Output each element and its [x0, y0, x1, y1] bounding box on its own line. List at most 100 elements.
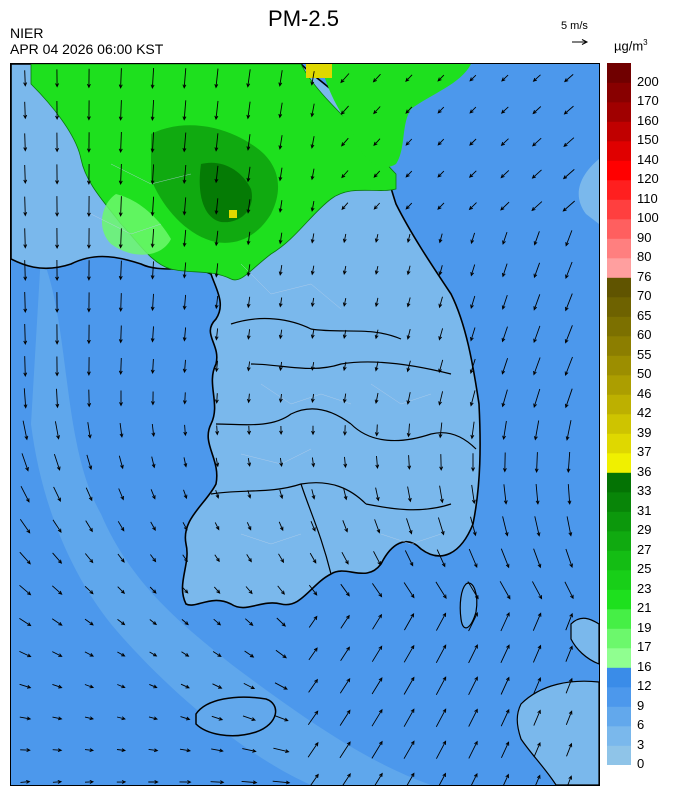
legend-label: 200 — [637, 73, 659, 89]
wind-arrow-icon — [404, 613, 415, 631]
wind-arrow-icon — [23, 260, 28, 281]
wind-arrow-icon — [437, 106, 445, 114]
wind-arrow-icon — [533, 262, 541, 279]
wind-arrow-icon — [85, 487, 93, 502]
wind-arrow-icon — [246, 101, 251, 120]
wind-arrow-icon — [118, 325, 123, 344]
county-boundaries — [90, 163, 442, 545]
pm25-map[interactable] — [10, 63, 600, 786]
wind-arrow-icon — [52, 585, 63, 595]
wind-arrow-icon — [214, 230, 219, 247]
wind-arrow-icon — [278, 70, 283, 87]
wind-arrow-icon — [84, 684, 95, 689]
wind-arrow-icon — [341, 170, 349, 179]
wind-arrow-icon — [23, 323, 28, 346]
wind-arrow-icon — [118, 100, 123, 121]
wind-arrow-icon — [150, 67, 155, 90]
wind-arrow-icon — [182, 229, 187, 248]
wind-arrow-icon — [500, 741, 510, 758]
wind-arrow-icon — [437, 170, 445, 178]
wind-arrow-icon — [339, 677, 351, 694]
wind-arrow-icon — [533, 741, 541, 758]
wind-arrow-icon — [311, 425, 315, 436]
wind-arrow-icon — [308, 615, 318, 628]
wind-arrow-icon — [438, 233, 443, 244]
wind-arrow-icon — [403, 582, 415, 599]
wind-arrow-icon — [340, 105, 349, 115]
wind-arrow-icon — [179, 748, 192, 753]
wind-arrow-icon — [279, 457, 284, 468]
wind-arrow-icon — [565, 612, 573, 631]
japan-kyushu-coast — [516, 680, 599, 785]
wind-arrow-icon — [439, 454, 444, 471]
wind-arrow-icon — [371, 740, 383, 759]
wind-arrow-icon — [437, 517, 445, 536]
wind-arrow-icon — [246, 554, 252, 563]
wind-arrow-icon — [119, 390, 123, 407]
legend-swatch — [607, 316, 631, 337]
wind-arrow-icon — [468, 644, 478, 664]
legend-label: 17 — [637, 639, 652, 654]
wind-arrow-icon — [183, 489, 188, 500]
legend-label: 65 — [637, 307, 652, 323]
japan-east-coast — [570, 617, 599, 665]
wind-arrow-icon — [373, 551, 381, 566]
legend-label: 27 — [637, 541, 652, 557]
wind-arrow-icon — [182, 522, 188, 531]
wind-arrow-icon — [182, 327, 187, 342]
wind-arrow-icon — [212, 651, 222, 658]
wind-arrow-icon — [470, 264, 476, 277]
wind-arrow-icon — [469, 106, 477, 114]
wind-arrow-icon — [563, 105, 574, 115]
wind-arrow-icon — [118, 488, 124, 501]
wind-arrow-icon — [565, 420, 572, 441]
wind-arrow-icon — [182, 100, 187, 121]
wind-arrow-icon — [23, 388, 28, 409]
legend-swatch — [607, 102, 631, 122]
wind-arrow-icon — [562, 200, 575, 212]
wind-arrow-icon — [500, 644, 510, 663]
wind-arrow-icon — [23, 291, 28, 314]
legend-swatch — [607, 453, 631, 473]
wind-arrow-icon — [501, 294, 508, 310]
wind-arrow-icon — [19, 683, 32, 689]
wind-arrow-icon — [373, 138, 381, 147]
legend-swatch — [607, 706, 631, 727]
wind-arrow-icon — [471, 484, 476, 505]
wind-arrow-icon — [340, 583, 350, 597]
north-plume — [321, 64, 471, 168]
wind-scale-label: 5 m/s — [561, 20, 588, 32]
legend-label: 0 — [637, 756, 645, 771]
wind-arrow-icon — [84, 716, 94, 721]
wind-arrow-icon — [181, 619, 189, 626]
wind-arrow-icon — [20, 748, 31, 753]
wind-arrow-icon — [565, 230, 573, 247]
wind-arrow-icon — [116, 716, 126, 721]
wind-arrow-icon — [182, 132, 187, 153]
legend-swatch — [607, 199, 631, 220]
wind-arrow-icon — [375, 487, 380, 502]
wind-arrow-icon — [438, 422, 443, 439]
wind-arrow-icon — [500, 548, 510, 569]
wind-arrow-icon — [87, 422, 92, 439]
wind-arrow-icon — [342, 361, 347, 372]
wind-arrow-icon — [182, 262, 187, 279]
wind-arrow-icon — [501, 389, 508, 408]
wind-arrow-icon — [567, 484, 572, 505]
wind-arrow-icon — [53, 486, 61, 503]
wind-arrow-icon — [535, 484, 540, 505]
wind-arrow-icon — [148, 716, 158, 721]
wind-arrow-icon — [438, 296, 443, 309]
wind-arrow-icon — [54, 421, 60, 440]
legend-label: 150 — [637, 132, 659, 147]
legend-swatch — [607, 277, 631, 298]
wind-arrow-icon — [307, 741, 319, 758]
organization-label: NIER — [10, 25, 44, 41]
wind-scale-arrow-icon — [572, 39, 589, 45]
wind-arrow-icon — [406, 265, 411, 276]
legend-label: 33 — [637, 483, 652, 498]
wind-arrow-icon — [501, 263, 508, 278]
wind-arrow-icon — [532, 74, 541, 82]
legend-swatch — [607, 297, 631, 317]
wind-arrow-icon — [51, 618, 63, 626]
